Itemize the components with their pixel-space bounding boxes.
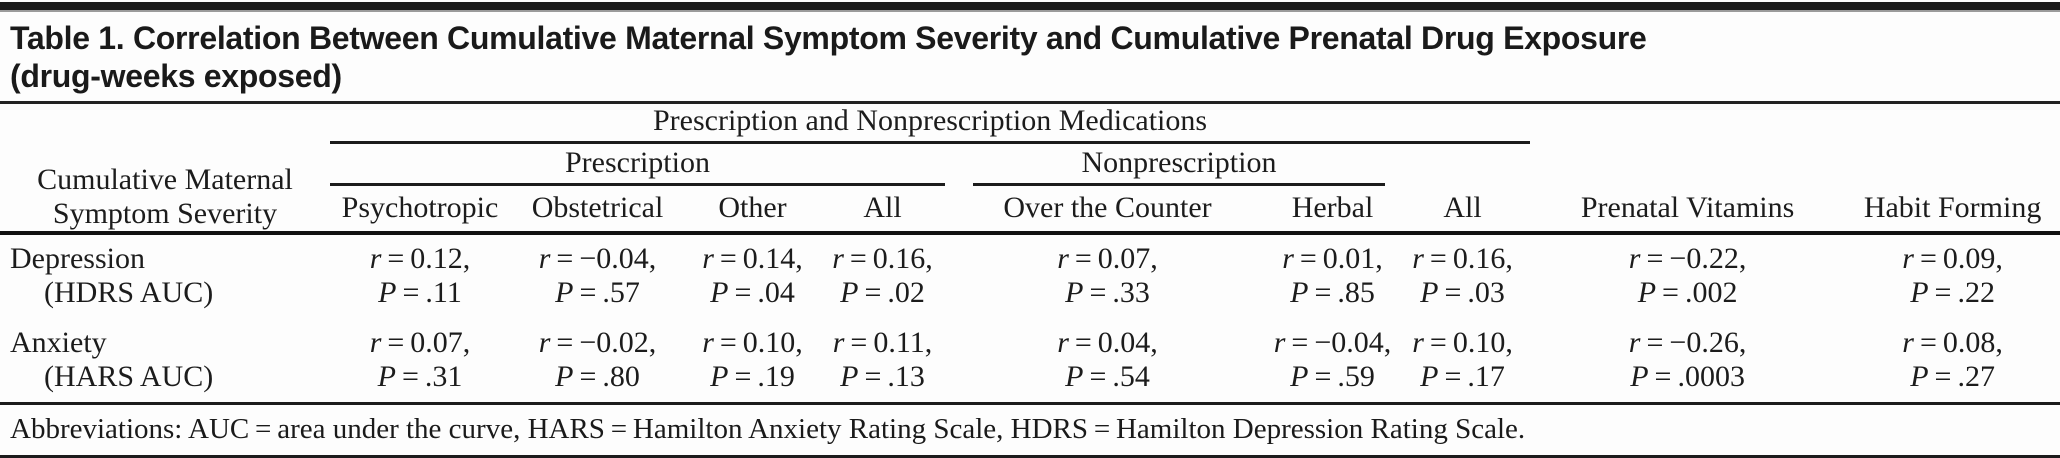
data-cell: r = 0.14, P = .04: [702, 242, 803, 309]
stub-header-line-1: Cumulative Maternal: [37, 163, 293, 196]
column-header-all-medications: All: [1395, 186, 1531, 235]
data-cell: r = 0.10, P = .19: [685, 314, 820, 405]
table-title-line-2: (drug-weeks exposed): [10, 58, 342, 94]
data-cell: r = −0.26, P = .0003: [1530, 314, 1846, 405]
header-spacer: [1530, 104, 2060, 144]
correlation-table: Cumulative Maternal Symptom Severity Pre…: [0, 104, 2060, 405]
data-cell: r = 0.07, P = .31: [330, 314, 510, 405]
spanner-row-sub: Prescription Nonprescription: [0, 144, 2060, 186]
column-header-prenatal-vitamins: Prenatal Vitamins: [1530, 186, 1846, 235]
data-cell: r = 0.07, P = .33: [1057, 242, 1158, 309]
data-cell: r = −0.04, P = .59: [1270, 314, 1395, 405]
column-header-habit-forming: Habit Forming: [1845, 186, 2060, 235]
spanner-row-top: Cumulative Maternal Symptom Severity Pre…: [0, 104, 2060, 235]
stub-header-line-2: Symptom Severity: [52, 197, 278, 230]
data-cell: r = 0.04, P = .54: [945, 314, 1270, 405]
data-cell: r = −0.22, P = .002: [1628, 242, 1747, 309]
data-cell: r = 0.16, P = .02: [832, 242, 933, 309]
column-header-all-prescription: All: [820, 186, 945, 235]
spanner-prescription-and-nonprescription: Prescription and Nonprescription Medicat…: [330, 104, 1531, 144]
column-header-herbal: Herbal: [1270, 186, 1395, 235]
column-header-other: Other: [685, 186, 820, 235]
table-row: Anxiety (HARS AUC) r = 0.07, P = .31 r = −0.…: [0, 314, 2060, 405]
data-cell: r = 0.12, P = .11: [369, 242, 471, 309]
column-header-row: Psychotropic Obstetrical Other All Over …: [0, 186, 2060, 235]
data-cell: r = 0.11, P = .13: [820, 314, 945, 405]
column-header-obstetrical: Obstetrical: [510, 186, 685, 235]
data-cell: r = −0.02, P = .80: [510, 314, 685, 405]
data-cell: r = 0.10, P = .17: [1395, 314, 1531, 405]
abbreviations-footnote: Abbreviations: AUC = area under the curv…: [0, 405, 2060, 458]
table-title: Table 1. Correlation Between Cumulative …: [0, 12, 2060, 104]
data-cell: r = 0.08, P = .27: [1845, 314, 2060, 405]
spanner-prescription: Prescription: [330, 144, 945, 186]
data-cell: r = 0.01, P = .85: [1282, 242, 1383, 309]
table-body: Depression (HDRS AUC) r = 0.12, P = .11 r = …: [0, 233, 2060, 405]
spanner-nonprescription: Nonprescription: [945, 144, 1395, 186]
data-cell: r = 0.16, P = .03: [1412, 242, 1513, 309]
top-border-bar: [0, 2, 2060, 12]
table-row: Depression (HDRS AUC) r = 0.12, P = .11 r = …: [0, 233, 2060, 314]
table-title-line-1: Table 1. Correlation Between Cumulative …: [10, 20, 1647, 56]
row-label: Depression (HDRS AUC): [10, 242, 214, 309]
column-header-over-the-counter: Over the Counter: [945, 186, 1270, 235]
header-spacer: [1395, 144, 2060, 186]
data-cell: r = 0.09, P = .22: [1902, 242, 2003, 309]
row-label: Anxiety (HARS AUC): [0, 314, 330, 405]
stub-header: Cumulative Maternal Symptom Severity: [0, 104, 330, 235]
column-header-psychotropic: Psychotropic: [330, 186, 510, 235]
data-cell: r = −0.04, P = .57: [538, 242, 657, 309]
